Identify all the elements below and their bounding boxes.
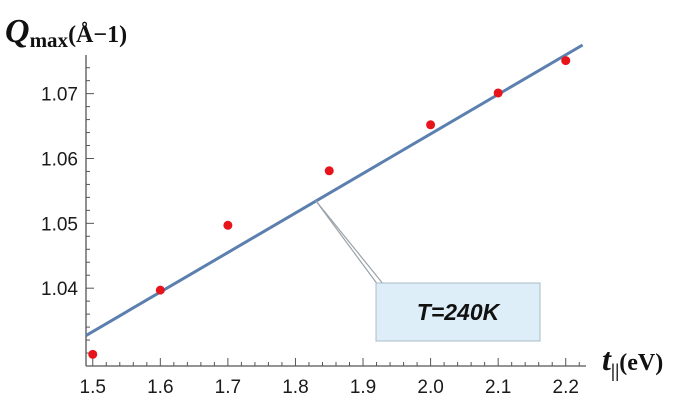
data-point <box>493 88 503 98</box>
ticks: 1.5 1.6 1.7 1.8 1.9 2.0 2.1 2.2 1.04 1.05 1.06 1.07 <box>41 67 580 398</box>
data-point <box>324 166 334 176</box>
y-tick-label: 1.06 <box>41 149 78 170</box>
annotation-callout-line <box>315 200 385 286</box>
y-axis-title-unit: (Å−1) <box>68 22 127 48</box>
x-tick-label: 1.5 <box>80 377 106 398</box>
x-tick-label: 1.6 <box>147 377 173 398</box>
y-axis-title-main: Q <box>5 13 30 50</box>
x-tick-label: 1.8 <box>282 377 308 398</box>
y-tick-label: 1.05 <box>41 214 78 235</box>
y-axis-title: Qmax(Å−1) <box>5 13 127 52</box>
x-tick-label: 1.9 <box>350 377 376 398</box>
x-axis-title: t||(eV) <box>602 341 663 382</box>
y-tick-label: 1.07 <box>41 85 78 106</box>
x-tick-label: 2.1 <box>485 377 511 398</box>
data-point <box>426 120 436 130</box>
x-axis-title-main: t <box>602 341 612 377</box>
y-axis-title-sub: max <box>30 28 69 52</box>
data-points <box>88 56 571 359</box>
annotation-box <box>375 282 541 342</box>
x-tick-label: 2.0 <box>417 377 443 398</box>
x-axis-title-sub: || <box>611 361 619 382</box>
data-point <box>88 349 98 359</box>
annotation-text: T=240K <box>417 299 501 325</box>
annotation: T=240K <box>315 200 541 342</box>
annotation-callout-line <box>315 200 379 286</box>
data-point <box>561 56 571 66</box>
x-tick-label: 1.7 <box>215 377 241 398</box>
x-tick-label: 2.2 <box>553 377 579 398</box>
x-axis-title-unit: (eV) <box>619 350 663 376</box>
svg-text:Qmax(Å−1): Qmax(Å−1) <box>5 13 127 52</box>
data-point <box>155 285 165 295</box>
svg-text:t||(eV): t||(eV) <box>602 341 663 382</box>
y-tick-label: 1.04 <box>41 279 78 300</box>
data-point <box>223 220 233 230</box>
